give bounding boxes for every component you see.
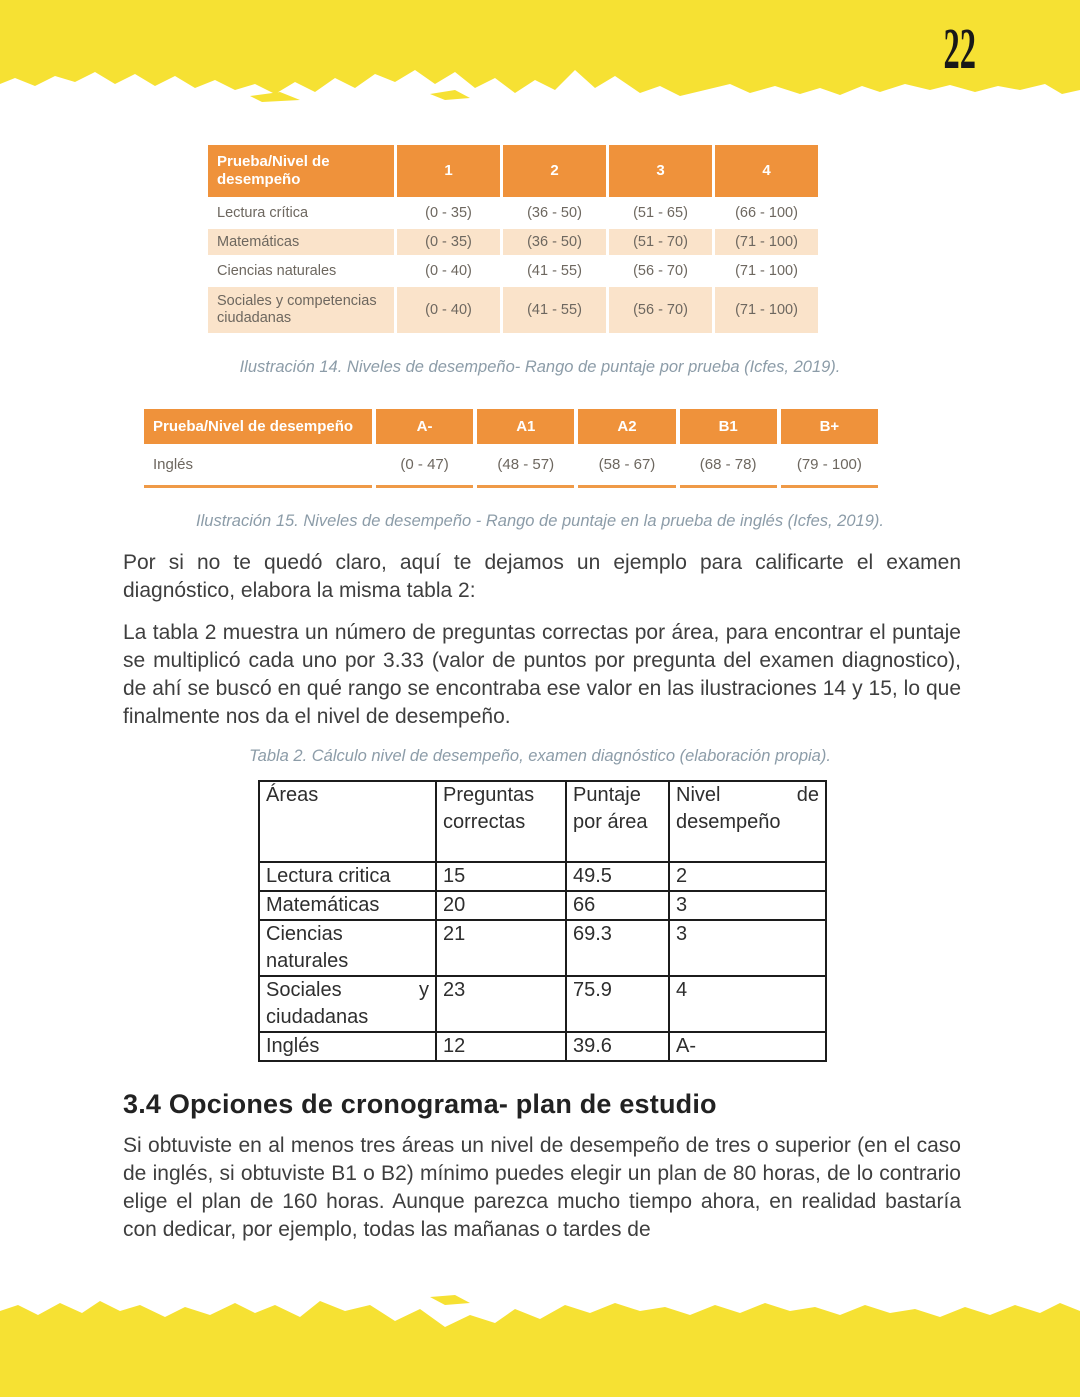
- level-cell: 3: [668, 919, 827, 977]
- table-row: Inglés 12 39.6 A-: [258, 1031, 827, 1062]
- section-heading: 3.4 Opciones de cronograma- plan de estu…: [123, 1089, 717, 1119]
- column-header: B+: [780, 409, 878, 444]
- score-range: (41 - 55): [527, 262, 582, 279]
- correct-cell: 12: [435, 1031, 567, 1062]
- column-header: 1: [397, 145, 500, 197]
- bottom-torn-band: [0, 1295, 1080, 1397]
- table-row: Sociales y ciudadanas 23 75.9 4: [258, 975, 827, 1033]
- score-cell: 39.6: [565, 1031, 670, 1062]
- score-cell: 49.5: [565, 861, 670, 892]
- column-header: Áreas: [258, 780, 437, 863]
- area-cell: Ciencias naturales: [258, 919, 437, 977]
- table-caption-tabla2: Tabla 2. Cálculo nivel de desempeño, exa…: [249, 747, 831, 765]
- body-paragraph: Si obtuviste en al menos tres áreas un n…: [123, 1134, 961, 1241]
- column-header: A1: [477, 409, 575, 444]
- column-header: 2: [503, 145, 606, 197]
- table-row: Lectura critica 15 49.5 2: [258, 861, 827, 892]
- table-header-row: Prueba/Nivel de desempeño 1 2 3 4: [208, 145, 818, 197]
- table-row: Sociales y competencias ciudadanas (0 - …: [208, 287, 818, 333]
- column-header: Prueba/Nivel de desempeño: [208, 145, 394, 197]
- row-label: Ciencias naturales: [217, 262, 337, 279]
- score-range: (41 - 55): [503, 287, 606, 333]
- column-header: 4: [715, 145, 818, 197]
- table-row: Lectura crítica (0 - 35) (36 - 50) (51 -…: [208, 200, 818, 226]
- row-label: Sociales y competencias ciudadanas: [208, 287, 394, 333]
- column-header: 3: [609, 145, 712, 197]
- level-cell: 2: [668, 861, 827, 892]
- score-range: (0 - 35): [425, 204, 472, 221]
- area-cell: Lectura critica: [258, 861, 437, 892]
- diagnostic-results-table: Áreas Preguntas correctas Puntaje por ár…: [258, 780, 827, 1062]
- table-row: Matemáticas 20 66 3: [258, 890, 827, 921]
- column-header: Puntaje por área: [565, 780, 670, 863]
- score-range: (36 - 50): [527, 204, 582, 221]
- row-label: Lectura crítica: [217, 204, 309, 221]
- row-label: Matemáticas: [208, 229, 394, 255]
- score-range: (56 - 70): [609, 287, 712, 333]
- score-range: (51 - 65): [633, 204, 688, 221]
- column-header: A-: [376, 409, 474, 444]
- score-range: (0 - 35): [397, 229, 500, 255]
- score-cell: 66: [565, 890, 670, 921]
- score-range: (51 - 70): [609, 229, 712, 255]
- score-range: (71 - 100): [715, 287, 818, 333]
- score-range: (71 - 100): [735, 262, 798, 279]
- score-range: (56 - 70): [633, 262, 688, 279]
- score-range: (58 - 67): [578, 444, 676, 488]
- table-header-row: Prueba/Nivel de desempeño A- A1 A2 B1 B+: [144, 409, 878, 444]
- top-torn-band: [0, 0, 1080, 102]
- level-cell: 4: [668, 975, 827, 1033]
- column-header: Prueba/Nivel de desempeño: [144, 409, 372, 444]
- column-header: Nivel de desempeño: [668, 780, 827, 863]
- table-header-row: Áreas Preguntas correctas Puntaje por ár…: [258, 780, 827, 863]
- score-range: (0 - 40): [397, 287, 500, 333]
- score-range: (48 - 57): [477, 444, 575, 488]
- score-cell: 69.3: [565, 919, 670, 977]
- table-row: Ciencias naturales 21 69.3 3: [258, 919, 827, 977]
- table-row: Ciencias naturales (0 - 40) (41 - 55) (5…: [208, 258, 818, 284]
- score-cell: 75.9: [565, 975, 670, 1033]
- area-cell: Inglés: [258, 1031, 437, 1062]
- level-cell: A-: [668, 1031, 827, 1062]
- score-range: (71 - 100): [715, 229, 818, 255]
- score-range: (68 - 78): [679, 444, 777, 488]
- correct-cell: 23: [435, 975, 567, 1033]
- score-range: (66 - 100): [735, 204, 798, 221]
- body-paragraph: Por si no te quedó claro, aquí te dejamo…: [123, 551, 961, 602]
- correct-cell: 15: [435, 861, 567, 892]
- correct-cell: 21: [435, 919, 567, 977]
- table-row: Inglés (0 - 47) (48 - 57) (58 - 67) (68 …: [144, 444, 878, 488]
- area-cell: Matemáticas: [258, 890, 437, 921]
- score-levels-table: Prueba/Nivel de desempeño 1 2 3 4 Lectur…: [205, 142, 821, 336]
- column-header: B1: [679, 409, 777, 444]
- column-header: Preguntas correctas: [435, 780, 567, 863]
- score-range: (79 - 100): [780, 444, 878, 488]
- row-label: Inglés: [144, 444, 372, 488]
- score-range: (0 - 47): [376, 444, 474, 488]
- page-number: 22: [943, 16, 976, 81]
- score-range: (36 - 50): [503, 229, 606, 255]
- english-levels-table: Prueba/Nivel de desempeño A- A1 A2 B1 B+…: [140, 409, 882, 488]
- table-row: Matemáticas (0 - 35) (36 - 50) (51 - 70)…: [208, 229, 818, 255]
- figure-caption-14: Ilustración 14. Niveles de desempeño- Ra…: [239, 358, 841, 376]
- area-cell: Sociales y ciudadanas: [258, 975, 437, 1033]
- level-cell: 3: [668, 890, 827, 921]
- correct-cell: 20: [435, 890, 567, 921]
- body-paragraph: La tabla 2 muestra un número de pregunta…: [123, 621, 961, 728]
- score-range: (0 - 40): [425, 262, 472, 279]
- column-header: A2: [578, 409, 676, 444]
- figure-caption-15: Ilustración 15. Niveles de desempeño - R…: [196, 512, 884, 530]
